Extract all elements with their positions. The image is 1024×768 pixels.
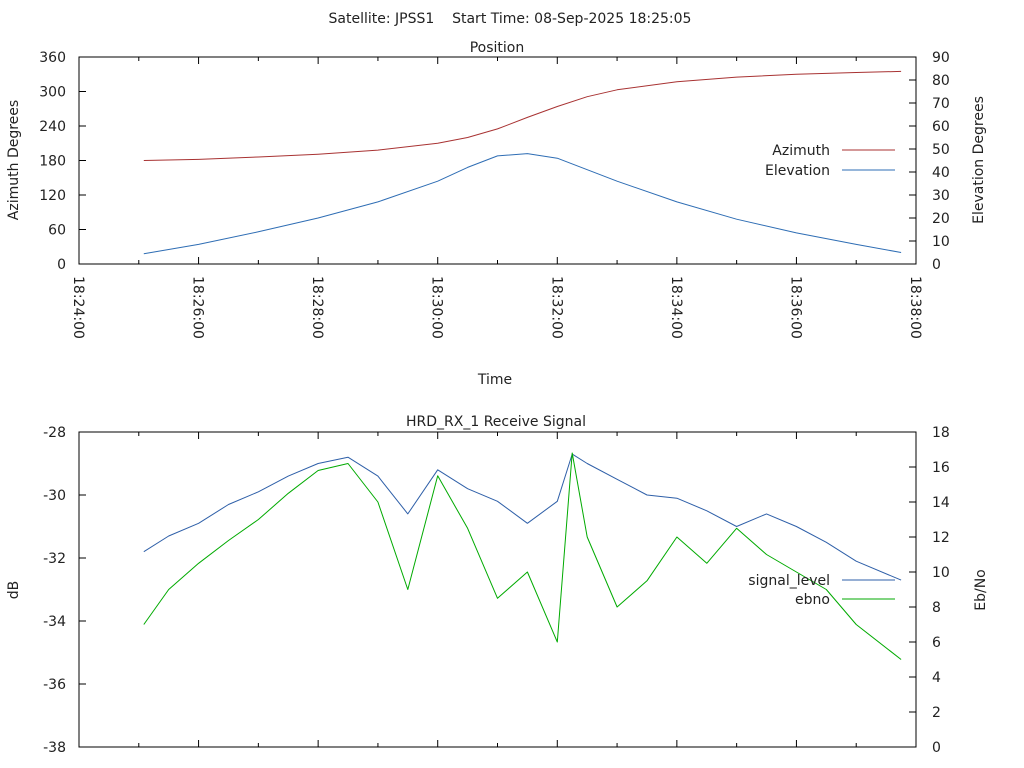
position-right-axis-label: Elevation Degrees bbox=[971, 96, 987, 224]
figure-title: Satellite: JPSS1 Start Time: 08-Sep-2025… bbox=[329, 11, 692, 27]
right-axis-tick-label: 6 bbox=[932, 635, 941, 651]
x-axis-tick-label: 18:28:00 bbox=[309, 276, 325, 339]
receive-signal-left-axis-label: dB bbox=[6, 581, 22, 600]
series-elevation bbox=[143, 153, 902, 255]
legend-label-elevation: Elevation bbox=[765, 163, 830, 179]
right-axis-tick-label: 2 bbox=[932, 705, 941, 721]
position-series bbox=[143, 70, 902, 255]
series-ebno bbox=[143, 452, 902, 660]
right-axis-tick-label: 10 bbox=[932, 234, 950, 250]
right-axis-tick-label: 80 bbox=[932, 73, 950, 89]
position-right-axis: 0 10 20 30 40 50 60 70 80 90 bbox=[909, 50, 950, 273]
series-signal-level bbox=[143, 453, 902, 581]
x-axis-tick-label: 18:34:00 bbox=[668, 276, 684, 339]
right-axis-tick-label: 30 bbox=[932, 188, 950, 204]
right-axis-tick-label: 12 bbox=[932, 530, 950, 546]
position-left-axis: 0 60 120 180 240 300 360 bbox=[39, 50, 86, 273]
position-x-axis: 18:24:00 18:26:00 18:28:00 18:30:00 18:32:00… bbox=[70, 57, 923, 339]
legend-label-signal-level: signal_level bbox=[748, 573, 830, 589]
position-chart: Position 0 60 120 180 240 300 360 0 10 20 30 40 50 6… bbox=[6, 40, 987, 388]
x-axis-tick-label: 18:38:00 bbox=[907, 276, 923, 339]
series-azimuth bbox=[143, 70, 902, 161]
x-axis-tick-label: 18:26:00 bbox=[190, 276, 206, 339]
left-axis-tick-label: -30 bbox=[43, 488, 66, 504]
position-legend: Azimuth Elevation bbox=[765, 143, 895, 179]
right-axis-tick-label: 14 bbox=[932, 495, 950, 511]
position-x-axis-label: Time bbox=[477, 372, 512, 388]
receive-signal-left-axis: -38 -36 -34 -32 -30 -28 bbox=[43, 425, 86, 756]
position-plot-frame bbox=[78, 56, 917, 265]
left-axis-tick-label: 360 bbox=[39, 50, 66, 66]
left-axis-tick-label: 120 bbox=[39, 188, 66, 204]
right-axis-tick-label: 60 bbox=[932, 119, 950, 135]
legend-label-ebno: ebno bbox=[795, 592, 830, 608]
left-axis-tick-label: 0 bbox=[57, 257, 66, 273]
left-axis-tick-label: 60 bbox=[48, 223, 66, 239]
receive-signal-chart: HRD_RX_1 Receive Signal -38-36-34-32-30-… bbox=[6, 414, 989, 756]
x-axis-tick-label: 18:36:00 bbox=[787, 276, 803, 339]
left-axis-tick-label: -32 bbox=[43, 551, 66, 567]
x-axis-tick-label: 18:32:00 bbox=[548, 276, 564, 339]
right-axis-tick-label: 18 bbox=[932, 425, 950, 441]
x-axis-tick-label: 18:24:00 bbox=[70, 276, 86, 339]
receive-signal-right-axis: 0 2 4 6 8 10 12 14 16 18 bbox=[909, 425, 950, 756]
right-axis-tick-label: 20 bbox=[932, 211, 950, 227]
position-left-axis-label: Azimuth Degrees bbox=[6, 100, 22, 220]
receive-signal-x-axis bbox=[78, 432, 917, 747]
right-axis-tick-label: 16 bbox=[932, 460, 950, 476]
receive-signal-legend: signal_level ebno bbox=[748, 573, 895, 608]
right-axis-tick-label: 40 bbox=[932, 165, 950, 181]
receive-signal-chart-title: HRD_RX_1 Receive Signal bbox=[406, 414, 586, 430]
receive-signal-series bbox=[143, 452, 902, 660]
right-axis-tick-label: 8 bbox=[932, 600, 941, 616]
left-axis-tick-label: 300 bbox=[39, 85, 66, 101]
right-axis-tick-label: 0 bbox=[932, 257, 941, 273]
left-axis-tick-label: -28 bbox=[43, 425, 66, 441]
right-axis-tick-label: 0 bbox=[932, 740, 941, 756]
left-axis-tick-label: 240 bbox=[39, 119, 66, 135]
left-axis-tick-label: -34 bbox=[43, 614, 66, 630]
right-axis-tick-label: 90 bbox=[932, 50, 950, 66]
legend-label-azimuth: Azimuth bbox=[772, 143, 830, 159]
left-axis-tick-label: 180 bbox=[39, 154, 66, 170]
right-axis-tick-label: 10 bbox=[932, 565, 950, 581]
position-chart-title: Position bbox=[470, 40, 525, 56]
left-axis-tick-label: -38 bbox=[43, 740, 66, 756]
left-axis-tick-label: -36 bbox=[43, 677, 66, 693]
receive-signal-right-axis-label: Eb/No bbox=[973, 569, 989, 611]
right-axis-tick-label: 70 bbox=[932, 96, 950, 112]
right-axis-tick-label: 4 bbox=[932, 670, 941, 686]
receive-signal-plot-frame bbox=[78, 431, 917, 748]
right-axis-tick-label: 50 bbox=[932, 142, 950, 158]
x-axis-tick-label: 18:30:00 bbox=[429, 276, 445, 339]
